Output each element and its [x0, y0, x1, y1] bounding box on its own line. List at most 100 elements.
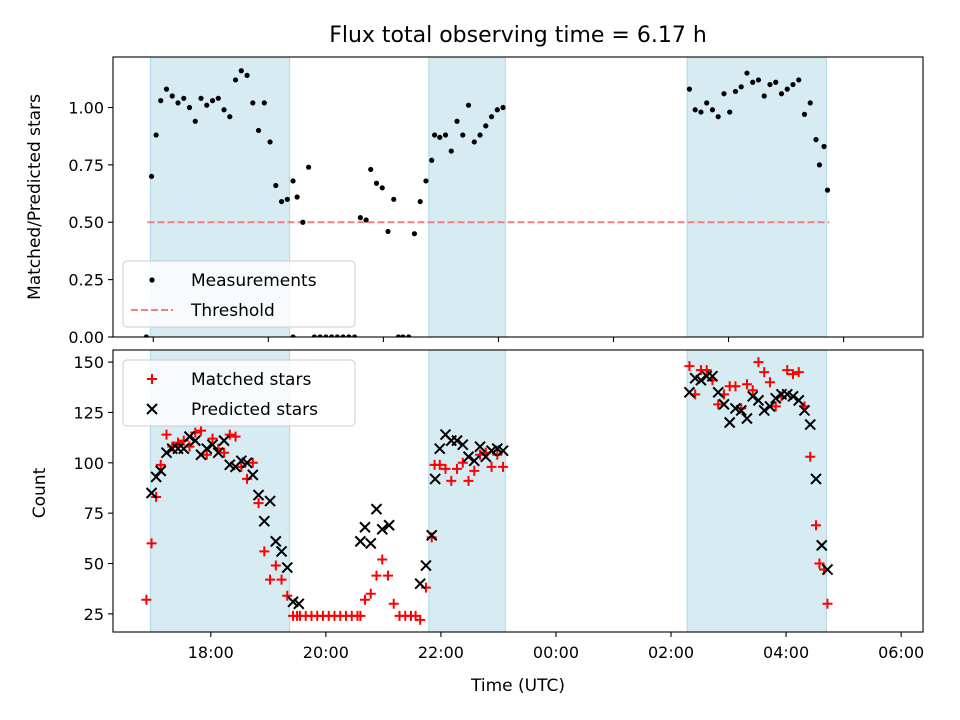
matched-stars-point	[190, 427, 201, 438]
matched-stars-point	[282, 590, 293, 601]
measurement-point	[357, 215, 363, 221]
measurement-point	[813, 137, 819, 143]
observing-interval-band	[428, 57, 506, 337]
measurement-point	[454, 118, 460, 124]
matched-stars-point	[196, 425, 207, 436]
x-tick-label: 18:00	[188, 643, 234, 662]
measurement-point	[816, 162, 823, 168]
predicted-stars-point	[155, 465, 167, 477]
measurement-point	[261, 100, 267, 106]
measurement-point	[346, 334, 352, 337]
measurement-point	[232, 77, 239, 83]
matched-stars-point	[365, 588, 376, 599]
measurement-point	[417, 198, 423, 205]
predicted-stars-point	[718, 398, 730, 411]
predicted-stars-point	[218, 434, 230, 447]
measurement-point	[400, 334, 406, 337]
matched-stars-point	[753, 357, 764, 368]
measurement-point	[686, 86, 693, 92]
measurement-point	[423, 178, 429, 184]
measurement-point	[784, 86, 790, 92]
predicted-stars-point	[241, 457, 253, 469]
measurement-point	[437, 134, 443, 140]
measurement-point	[238, 68, 244, 74]
predicted-stars-point	[457, 438, 469, 451]
predicted-stars-point	[683, 386, 696, 399]
predicted-stars-point	[770, 392, 782, 405]
measurement-point	[778, 91, 785, 97]
x-tick-label: 02:00	[648, 643, 694, 662]
matched-stars-point	[782, 365, 793, 376]
matched-stars-point	[230, 431, 241, 442]
matched-stars-point	[469, 465, 480, 476]
measurement-point	[429, 157, 435, 163]
predicted-stars-point	[247, 469, 259, 481]
matched-stars-point	[355, 610, 366, 621]
matched-stars-point	[388, 598, 399, 609]
predicted-stars-point	[201, 442, 213, 455]
measurement-point	[352, 334, 358, 337]
measurement-point	[273, 182, 279, 189]
measurement-point	[721, 91, 727, 97]
predicted-stars-point	[425, 529, 438, 542]
series-measurements	[143, 68, 831, 337]
predicted-stars-point	[270, 535, 282, 548]
legend: Matched stars Predicted stars	[122, 359, 356, 427]
matched-stars-point	[371, 570, 382, 581]
measurement-point	[692, 107, 698, 113]
predicted-stars-point	[497, 445, 509, 457]
measurement-point	[329, 334, 335, 337]
measurement-point	[244, 72, 250, 78]
matched-stars-point	[814, 558, 825, 569]
measurement-point	[494, 107, 500, 113]
series-matched-stars	[141, 357, 833, 625]
predicted-stars-point	[160, 447, 173, 459]
legend-box	[122, 260, 356, 328]
predicted-stars-point	[212, 447, 224, 459]
matched-stars-point	[805, 451, 816, 462]
measurement-point	[181, 95, 187, 101]
matched-stars-point	[420, 582, 431, 593]
measurement-point	[761, 93, 767, 99]
measurement-point	[824, 187, 831, 193]
predicted-stars-point	[712, 386, 724, 399]
predicted-stars-point	[376, 523, 388, 535]
predicted-stars-point	[370, 503, 383, 515]
measurement-point	[317, 334, 323, 337]
measurement-point	[379, 185, 385, 191]
predicted-stars-point	[706, 370, 719, 382]
predicted-stars-point	[183, 430, 196, 443]
measurement-point	[267, 139, 273, 145]
predicted-stars-point	[293, 598, 305, 610]
predicted-stars-point	[359, 521, 371, 533]
measurement-point	[807, 100, 813, 106]
matched-stars-point	[276, 574, 287, 585]
measurement-point	[290, 334, 296, 337]
measurement-point	[158, 98, 164, 104]
measurement-point	[460, 132, 466, 138]
legend-marker	[147, 374, 157, 384]
matched-stars-point	[141, 594, 152, 605]
matched-stars-point	[446, 475, 457, 486]
measurement-point	[192, 118, 198, 124]
measurement-point	[767, 81, 773, 88]
x-tick-label: 20:00	[303, 643, 349, 662]
observing-interval-band	[686, 57, 827, 337]
measurement-point	[411, 231, 418, 237]
matched-stars-point	[452, 463, 463, 474]
predicted-stars-point	[695, 374, 707, 386]
y-tick-label: 50	[84, 555, 104, 574]
measurement-point	[294, 194, 300, 200]
matched-stars-point	[822, 598, 833, 609]
predicted-stars-point	[462, 451, 475, 463]
matched-stars-point	[457, 457, 468, 468]
predicted-stars-point	[420, 559, 432, 572]
measurement-point	[821, 143, 827, 150]
measurement-point	[406, 334, 412, 337]
predicted-stars-point	[365, 537, 377, 550]
matched-stars-point	[236, 461, 247, 472]
measurement-point	[750, 79, 756, 85]
measurement-point	[373, 180, 380, 186]
predicted-stars-point	[798, 404, 811, 417]
